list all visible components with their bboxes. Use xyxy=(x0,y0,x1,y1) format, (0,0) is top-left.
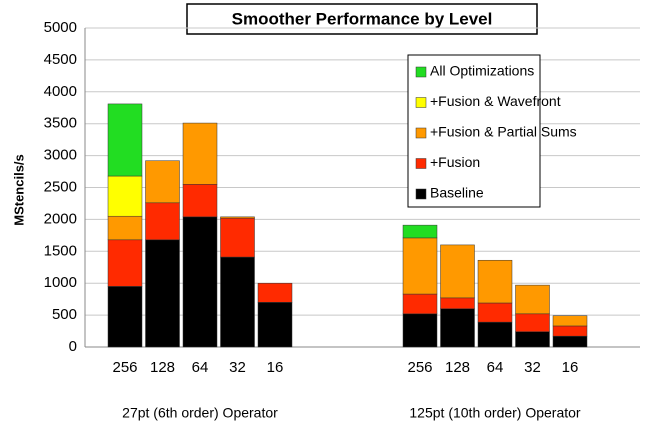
x-tick-label: 16 xyxy=(562,359,579,376)
x-tick-label: 16 xyxy=(267,359,284,376)
bar-segment xyxy=(477,321,513,348)
bar-segment xyxy=(515,313,550,332)
bar-segment xyxy=(402,313,438,348)
y-tick-label: 1500 xyxy=(44,242,77,259)
legend-swatch xyxy=(415,188,427,200)
bar-segment xyxy=(257,282,293,303)
bar-segment xyxy=(402,237,438,295)
bar-segment xyxy=(107,239,143,287)
y-tick-label: 5000 xyxy=(44,19,77,36)
bar-segment xyxy=(145,239,180,348)
bar-segment xyxy=(220,217,255,258)
y-tick-label: 0 xyxy=(69,338,77,355)
x-tick-label: 32 xyxy=(229,359,246,376)
bar-segment xyxy=(145,160,180,204)
bar-segment xyxy=(107,103,143,177)
bar-segment xyxy=(220,216,255,219)
bar-segment xyxy=(440,244,475,299)
legend-label: Baseline xyxy=(430,185,484,201)
x-tick-label: 128 xyxy=(445,359,470,376)
bar-segment xyxy=(515,331,550,348)
bar-segment xyxy=(220,256,255,348)
legend-box xyxy=(407,54,541,208)
y-tick-label: 3500 xyxy=(44,115,77,132)
bar-segment xyxy=(182,122,218,185)
legend-label: +Fusion & Partial Sums xyxy=(430,124,577,140)
x-tick-label: 64 xyxy=(192,359,209,376)
bar-segment xyxy=(440,308,475,348)
legend-label: +Fusion & Wavefront xyxy=(430,93,561,109)
bar-segment xyxy=(182,184,218,218)
y-tick-label: 4000 xyxy=(44,83,77,100)
bar-segment xyxy=(182,216,218,348)
y-tick-label: 2000 xyxy=(44,210,77,227)
y-tick-label: 4500 xyxy=(44,51,77,68)
legend-swatch xyxy=(415,158,427,169)
bar-segment xyxy=(515,284,550,315)
x-tick-label: 256 xyxy=(407,359,432,376)
bar-segment xyxy=(440,297,475,309)
x-tick-label: 256 xyxy=(112,359,137,376)
legend-swatch xyxy=(415,66,427,78)
y-tick-label: 1000 xyxy=(44,274,77,291)
bar-segment xyxy=(107,215,143,241)
bar-segment xyxy=(107,175,143,217)
group-label: 125pt (10th order) Operator xyxy=(409,405,581,421)
legend-swatch xyxy=(415,127,427,139)
bar-segment xyxy=(552,325,588,337)
bar-segment xyxy=(107,286,143,348)
bar-segment xyxy=(552,335,588,348)
y-tick-label: 2500 xyxy=(44,178,77,195)
bar-segment xyxy=(402,224,438,239)
bar-segment xyxy=(257,302,293,348)
x-tick-label: 128 xyxy=(150,359,175,376)
bar-segment xyxy=(145,202,180,241)
title-box xyxy=(186,3,538,35)
x-tick-label: 64 xyxy=(487,359,504,376)
bar-segment xyxy=(402,293,438,315)
bar-segment xyxy=(477,259,513,304)
legend-swatch xyxy=(415,97,427,108)
group-label: 27pt (6th order) Operator xyxy=(122,405,278,421)
chart-title: Smoother Performance by Level xyxy=(232,9,493,28)
bar-segment xyxy=(477,302,513,323)
legend-label: All Optimizations xyxy=(430,63,534,79)
y-axis-label: MStencils/s xyxy=(11,154,26,226)
bar-segment xyxy=(552,315,588,327)
legend-label: +Fusion xyxy=(430,154,480,170)
y-tick-label: 500 xyxy=(52,306,77,323)
y-tick-label: 3000 xyxy=(44,147,77,164)
x-tick-label: 32 xyxy=(524,359,541,376)
